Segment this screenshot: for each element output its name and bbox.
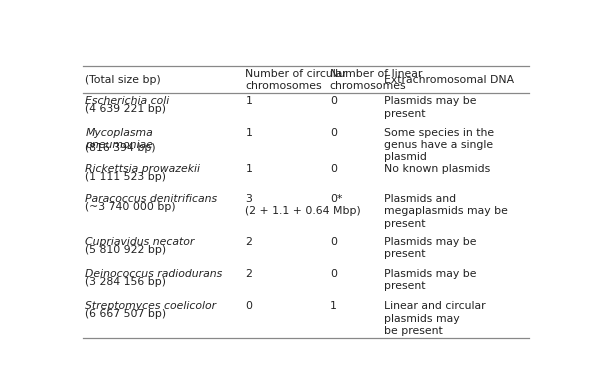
Text: Plasmids and
megaplasmids may be
present: Plasmids and megaplasmids may be present [384,194,508,229]
Text: Number of circular
chromosomes: Number of circular chromosomes [246,68,347,91]
Text: Paracoccus denitrificans: Paracoccus denitrificans [86,194,218,204]
Text: (4 639 221 bp): (4 639 221 bp) [86,104,167,114]
Text: 0: 0 [246,301,252,311]
Text: Some species in the
genus have a single
plasmid: Some species in the genus have a single … [384,128,494,162]
Text: (3 284 156 bp): (3 284 156 bp) [86,277,167,287]
Text: Plasmids may be
present: Plasmids may be present [384,269,477,291]
Text: 0: 0 [330,164,337,174]
Text: 2: 2 [246,237,252,247]
Text: Deinococcus radiodurans: Deinococcus radiodurans [86,269,223,279]
Text: 0*: 0* [330,194,342,204]
Text: (~3 740 000 bp): (~3 740 000 bp) [86,202,176,212]
Text: 3
(2 + 1.1 + 0.64 Mbp): 3 (2 + 1.1 + 0.64 Mbp) [246,194,361,216]
Text: Escherichia coli: Escherichia coli [86,96,170,106]
Text: 0: 0 [330,128,337,138]
Text: (5 810 922 bp): (5 810 922 bp) [86,245,167,255]
Text: No known plasmids: No known plasmids [384,164,490,174]
Text: Streptomyces coelicolor: Streptomyces coelicolor [86,301,217,311]
Text: Number of linear
chromosomes: Number of linear chromosomes [330,68,422,91]
Text: (816 394 bp): (816 394 bp) [86,143,156,153]
Text: (6 667 507 bp): (6 667 507 bp) [86,309,167,319]
Text: Linear and circular
plasmids may
be present: Linear and circular plasmids may be pres… [384,301,486,336]
Text: 1: 1 [246,128,252,138]
Text: 0: 0 [330,237,337,247]
Text: 0: 0 [330,269,337,279]
Text: Plasmids may be
present: Plasmids may be present [384,237,477,259]
Text: Extrachromosomal DNA: Extrachromosomal DNA [384,75,514,85]
Text: Rickettsia prowazekii: Rickettsia prowazekii [86,164,201,174]
Text: Cupriavidus necator: Cupriavidus necator [86,237,195,247]
Text: (Total size bp): (Total size bp) [86,75,161,85]
Text: 1: 1 [246,96,252,106]
Text: 2: 2 [246,269,252,279]
Text: 1: 1 [330,301,337,311]
Text: Plasmids may be
present: Plasmids may be present [384,96,477,119]
Text: 0: 0 [330,96,337,106]
Text: (1 111 523 bp): (1 111 523 bp) [86,172,167,182]
Text: 1: 1 [246,164,252,174]
Text: Mycoplasma
pneumoniae: Mycoplasma pneumoniae [86,128,154,150]
